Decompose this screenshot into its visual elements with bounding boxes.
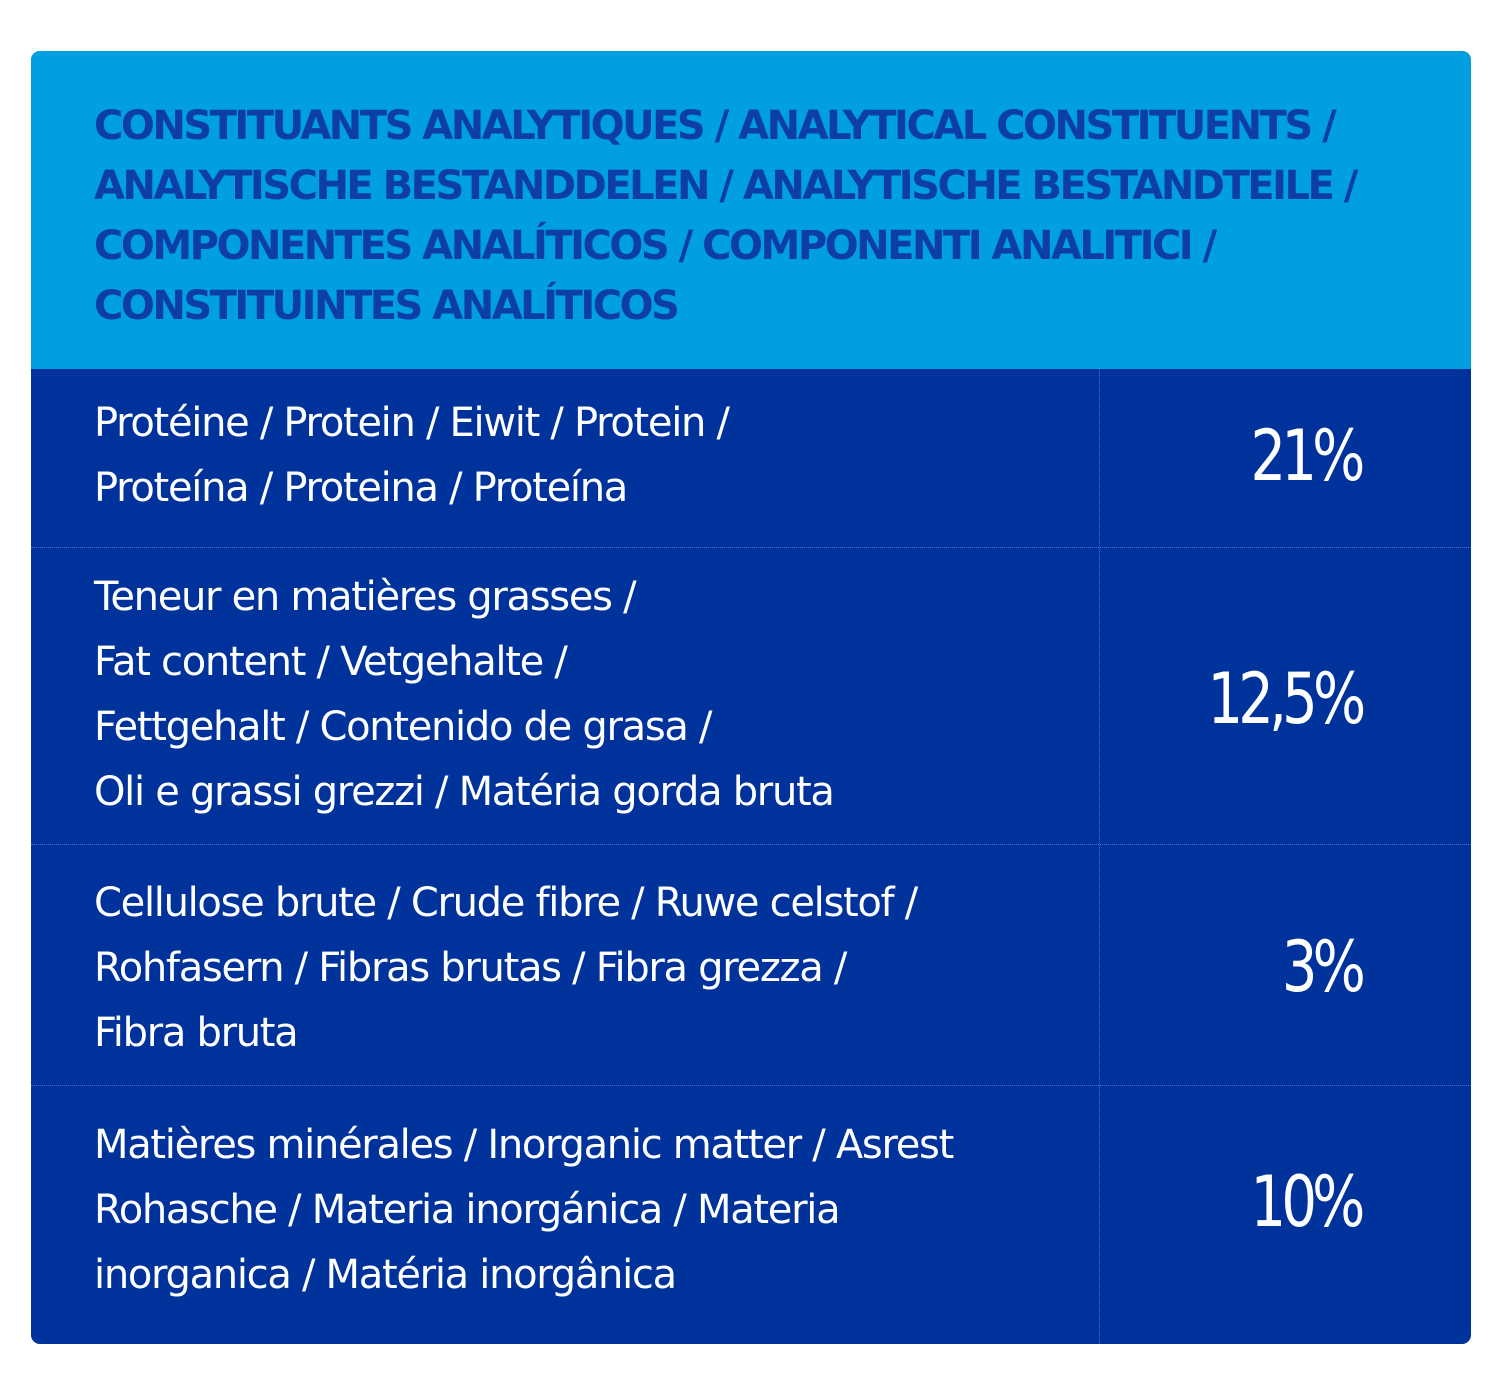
row-value: 3% (1282, 932, 1361, 1002)
row-label-line: Rohfasern / Fibras brutas / Fibra grezza… (94, 948, 846, 988)
row-label-line: Fat content / Vetgehalte / (94, 642, 567, 682)
header-title-line: ANALYTISCHE BESTANDDELEN / ANALYTISCHE B… (94, 166, 1356, 206)
row-label-line: Fettgehalt / Contenido de grasa / (94, 707, 711, 747)
table-header: CONSTITUANTS ANALYTIQUES / ANALYTICAL CO… (31, 51, 1471, 369)
table-row-fibre: Cellulose brute / Crude fibre / Ruwe cel… (31, 844, 1471, 1085)
row-label-line: Fibra bruta (94, 1013, 297, 1053)
analytical-constituents-table: CONSTITUANTS ANALYTIQUES / ANALYTICAL CO… (31, 51, 1471, 1344)
row-label-line: Oli e grassi grezzi / Matéria gorda brut… (94, 772, 834, 812)
row-label-line: Teneur en matières grasses / (94, 577, 635, 617)
table-row-fat: Teneur en matières grasses / Fat content… (31, 547, 1471, 844)
row-label-line: Matières minérales / Inorganic matter / … (94, 1125, 953, 1165)
table-row-inorganic: Matières minérales / Inorganic matter / … (31, 1085, 1471, 1344)
row-label-line: inorganica / Matéria inorgânica (94, 1255, 676, 1295)
row-label-line: Rohasche / Materia inorgánica / Materia (94, 1190, 839, 1230)
row-value: 12,5% (1207, 664, 1361, 734)
row-label-line: Proteína / Proteina / Proteína (94, 468, 627, 508)
row-label-line: Cellulose brute / Crude fibre / Ruwe cel… (94, 883, 917, 923)
row-label-line: Protéine / Protein / Eiwit / Protein / (94, 403, 729, 443)
header-title-line: CONSTITUANTS ANALYTIQUES / ANALYTICAL CO… (94, 106, 1334, 146)
table-row-protein: Protéine / Protein / Eiwit / Protein / P… (31, 369, 1471, 547)
header-title-line: CONSTITUINTES ANALÍTICOS (94, 286, 677, 326)
row-value: 21% (1251, 421, 1361, 491)
row-value: 10% (1251, 1167, 1361, 1237)
header-title-line: COMPONENTES ANALÍTICOS / COMPONENTI ANAL… (94, 226, 1215, 266)
